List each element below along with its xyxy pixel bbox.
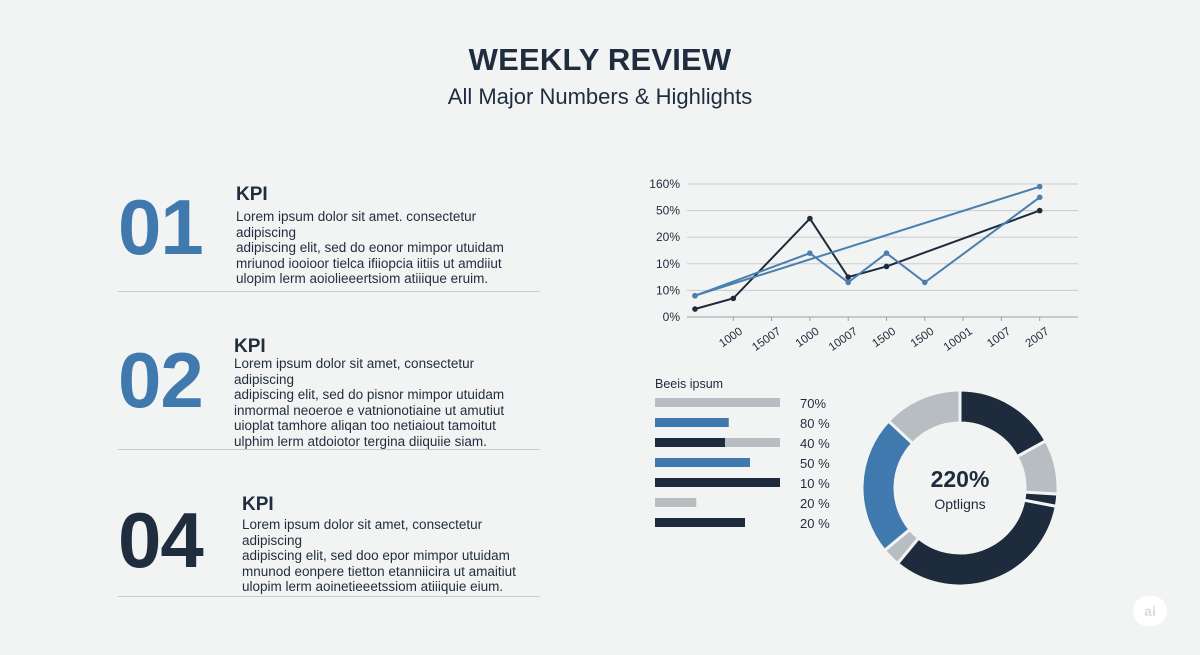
- bar: [655, 458, 750, 467]
- divider: [118, 596, 540, 597]
- data-point: [1036, 207, 1043, 214]
- logo-watermark: ai: [1133, 596, 1167, 626]
- page-title: WEEKLY REVIEW: [468, 42, 732, 77]
- bar: [655, 478, 780, 487]
- y-tick-label: 50%: [656, 204, 680, 218]
- bar: [725, 438, 780, 447]
- kpi-description-line: ulopim lerm aoiolieeertsiom atiiique eru…: [236, 271, 489, 286]
- x-tick-label: 2007: [1024, 326, 1052, 351]
- series-line: [694, 185, 1041, 297]
- series-line: [694, 196, 1041, 297]
- kpi-description-line: adipiscing elit, sed do pisnor mimpor ut…: [234, 387, 505, 402]
- kpi-number: 04: [118, 496, 204, 584]
- kpi-description-line: Lorem ipsum dolor sit amet. consectetur …: [236, 209, 477, 240]
- data-point: [845, 274, 851, 280]
- data-point: [807, 215, 813, 222]
- kpi-label: KPI: [242, 494, 274, 515]
- bar-value-label: 40 %: [800, 436, 830, 451]
- bar-value-label: 80 %: [800, 416, 830, 431]
- data-point: [1036, 183, 1043, 190]
- x-tick-label: 1000: [717, 326, 745, 351]
- bar-value-label: 10 %: [800, 476, 830, 491]
- bar-value-label: 20 %: [800, 496, 830, 511]
- x-tick-label: 15007: [750, 326, 783, 354]
- y-tick-label: 10%: [656, 257, 680, 271]
- kpi-description-line: uioplat tamhore aliqan too netiaiout tam…: [234, 418, 496, 433]
- kpi-description-line: ulopim lerm aoinetieeetssiom atiiiquie e…: [242, 579, 504, 594]
- kpi-label: KPI: [234, 336, 266, 357]
- x-tick-label: 1007: [985, 326, 1013, 351]
- kpi-description-line: adipiscing elit, sed doo epor mimpor utu…: [242, 548, 510, 563]
- y-tick-label: 160%: [649, 177, 680, 191]
- donut-center-value: 220%: [931, 466, 990, 492]
- kpi-block-04: 04 KPI Lorem ipsum dolor sit amet, conse…: [118, 494, 540, 597]
- donut-slice: [895, 498, 1059, 588]
- donut-slice: [886, 388, 962, 446]
- data-point: [883, 263, 890, 270]
- data-point: [845, 279, 851, 286]
- kpi-description-line: Lorem ipsum dolor sit amet, consectetur …: [242, 517, 483, 548]
- bar: [655, 438, 725, 447]
- y-tick-label: 10%: [656, 283, 680, 297]
- kpi-description: Lorem ipsum dolor sit amet. consectetur …: [236, 209, 536, 287]
- data-point: [692, 292, 698, 299]
- bar-value-label: 20 %: [800, 516, 830, 531]
- kpi-block-02: 02 KPI Lorem ipsum dolor sit amet, conse…: [118, 336, 540, 450]
- y-tick-label: 20%: [656, 230, 680, 244]
- series-line: [694, 209, 1041, 310]
- data-point: [730, 295, 737, 302]
- kpi-label: KPI: [236, 184, 268, 205]
- data-point: [692, 306, 698, 312]
- kpi-description: Lorem ipsum dolor sit amet, consectetur …: [242, 517, 542, 595]
- donut-slice: [860, 418, 915, 553]
- data-point: [807, 250, 813, 256]
- kpi-description-line: mnunod eonpere tietton etanniicira ut am…: [242, 563, 516, 579]
- x-tick-label: 10007: [827, 326, 860, 354]
- bar-value-label: 70%: [800, 396, 826, 411]
- x-tick-label: 1500: [870, 326, 898, 351]
- bar: [655, 518, 745, 527]
- data-point: [1036, 194, 1043, 201]
- bar-value-label: 50 %: [800, 456, 830, 471]
- donut-center-label: Optligns: [934, 496, 985, 512]
- bar: [655, 418, 729, 427]
- kpi-description-line: mriunod iooioor tielca ifiiopcia iitiis …: [236, 255, 502, 271]
- kpi-description: Lorem ipsum dolor sit amet, consectetur …: [234, 356, 534, 449]
- x-tick-label: 1000: [794, 326, 822, 351]
- data-point: [922, 279, 928, 286]
- header: WEEKLY REVIEW All Major Numbers & Highli…: [0, 42, 1200, 110]
- y-tick-label: 0%: [663, 310, 681, 324]
- x-tick-label: 1500: [909, 326, 937, 351]
- kpi-number: 02: [118, 336, 204, 424]
- bar-chart-title: Beeis ipsum: [655, 377, 723, 391]
- kpi-block-01: 01 KPI Lorem ipsum dolor sit amet. conse…: [118, 180, 540, 292]
- page-subtitle: All Major Numbers & Highlights: [447, 84, 753, 109]
- bar: [655, 398, 780, 407]
- kpi-description-line: adipiscing elit, sed do eonor mimpor utu…: [236, 240, 504, 255]
- kpi-description-line: ulphim lerm atdoiotor tergina diiquiie s…: [234, 433, 487, 449]
- kpi-description-line: inmormal neoeroe e vatnionotiaine ut amu…: [234, 402, 505, 418]
- divider: [118, 291, 540, 292]
- x-tick-label: 10001: [942, 326, 975, 354]
- kpi-description-line: Lorem ipsum dolor sit amet, consectetur …: [234, 356, 475, 387]
- divider: [118, 449, 540, 450]
- bar: [655, 498, 697, 507]
- data-point: [883, 250, 890, 256]
- kpi-number: 01: [118, 183, 204, 271]
